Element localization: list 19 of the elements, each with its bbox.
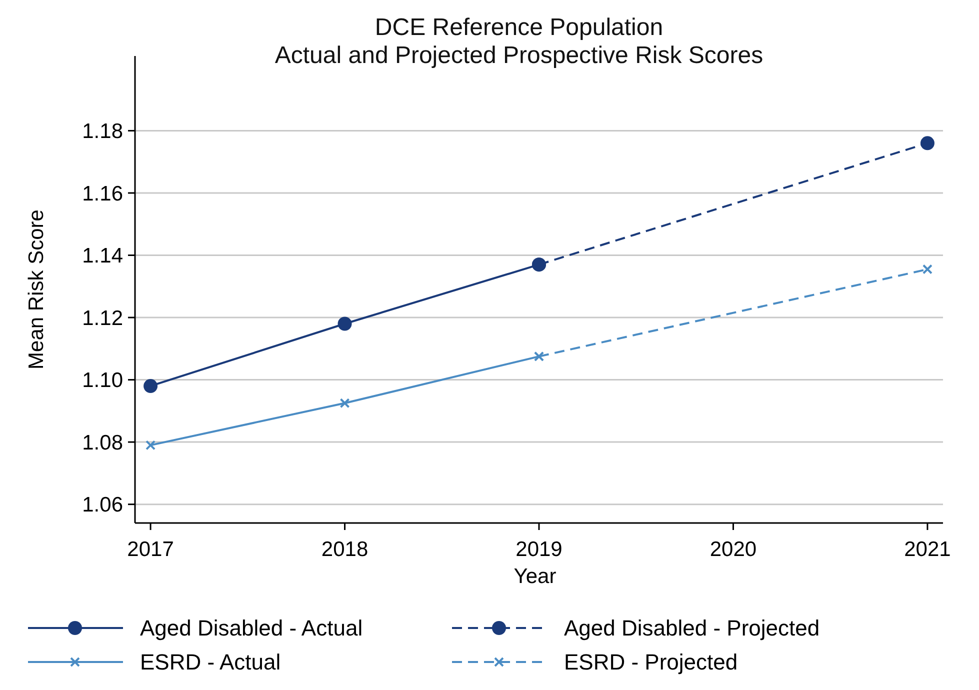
x-tick-label: 2020: [710, 538, 757, 561]
legend-label: ESRD - Projected: [564, 650, 738, 675]
x-tick-label: 2018: [321, 538, 368, 561]
y-tick-label: 1.06: [82, 494, 123, 517]
y-tick-label: 1.16: [82, 182, 123, 206]
y-tick-label: 1.18: [82, 120, 123, 144]
x-tick-label: 2019: [516, 538, 562, 561]
y-tick-label: 1.10: [82, 369, 123, 392]
legend-label: ESRD - Actual: [140, 650, 281, 675]
y-axis-title: Mean Risk Score: [25, 210, 48, 370]
y-tick-label: 1.08: [82, 431, 123, 454]
legend-label: Aged Disabled - Projected: [564, 616, 820, 641]
chart-title: DCE Reference Population Actual and Projected Prospective Risk Scores: [274, 14, 764, 69]
x-tick-label: 2017: [127, 538, 174, 561]
legend-label: Aged Disabled - Actual: [140, 616, 363, 641]
x-axis-title: Year: [514, 565, 556, 588]
x-tick-label: 2021: [904, 538, 951, 561]
y-tick-label: 1.12: [82, 306, 123, 330]
y-tick-label: 1.14: [82, 244, 124, 268]
